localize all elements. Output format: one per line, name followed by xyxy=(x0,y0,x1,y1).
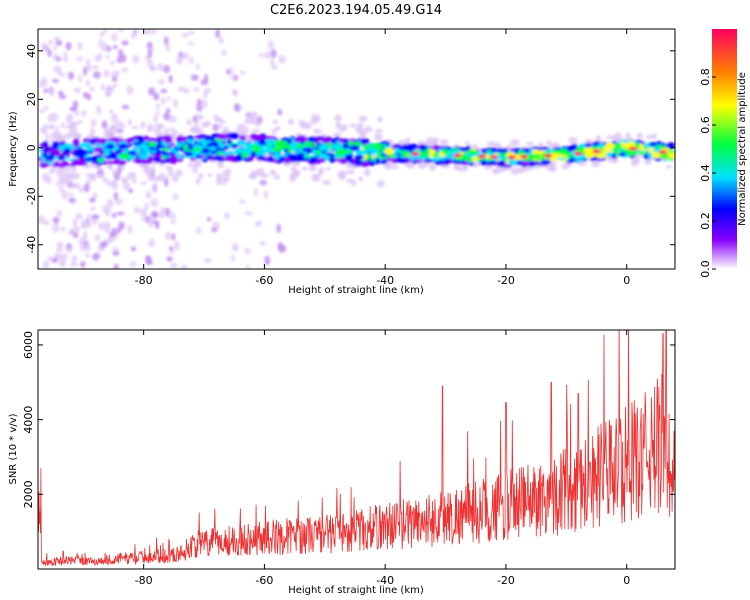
colorbar-label: Normalized spectral amplitude xyxy=(737,72,748,226)
snr-frame xyxy=(37,329,676,570)
snr-x-tick-label: -60 xyxy=(255,574,273,587)
colorbar-tick-label: 0.6 xyxy=(699,116,712,134)
spectrogram-y-tick-label: 0 xyxy=(25,144,38,151)
spectrogram-y-tick-label: 20 xyxy=(25,92,38,106)
snr-x-tick-label: -40 xyxy=(376,574,394,587)
colorbar-tick-label: 0.8 xyxy=(699,68,712,86)
snr-y-ticks: 2000 4000 6000 xyxy=(22,331,675,508)
spectrogram-x-tick-label: -60 xyxy=(255,274,273,287)
snr-y-tick-label: 6000 xyxy=(22,331,35,359)
snr-x-tick-label: -80 xyxy=(135,574,153,587)
figure-title: C2E6.2023.194.05.49.G14 xyxy=(270,3,442,18)
snr-x-tick-label: -20 xyxy=(497,574,515,587)
spectrogram-heatmap xyxy=(38,29,675,269)
heatmap-blobs xyxy=(38,29,675,269)
colorbar-gradient xyxy=(712,29,737,269)
colorbar-ticks: 0.0 0.2 0.4 0.6 0.8 xyxy=(699,68,716,278)
snr-y-tick-label: 2000 xyxy=(22,480,35,508)
spectrogram-x-tick-label: -80 xyxy=(135,274,153,287)
spectrogram-x-tick-label: 0 xyxy=(623,274,630,287)
spectrogram-x-tick-label: -20 xyxy=(497,274,515,287)
colorbar-tick-label: 0.0 xyxy=(699,260,712,278)
snr-panel: -80 -60 -40 -20 0 2000 4000 6000 Height of str… xyxy=(8,329,676,596)
spectrogram-frame xyxy=(37,28,676,270)
colorbar-tick-label: 0.2 xyxy=(699,212,712,230)
spectrogram-y-tick-label: -20 xyxy=(25,187,38,205)
colorbar-tick-label: 0.4 xyxy=(699,164,712,182)
spectrogram-y-tick-label: 40 xyxy=(25,44,38,58)
spectrogram-x-tick-label: -40 xyxy=(376,274,394,287)
snr-y-label: SNR (10 * v/v) xyxy=(8,413,19,484)
spectrogram-y-ticks: -40 -20 0 20 40 xyxy=(25,44,675,254)
spectrogram-panel: -80 -60 -40 -20 0 -40 -20 0 20 40 Height of stra… xyxy=(8,28,676,296)
spectrogram-x-ticks: -80 -60 -40 -20 0 xyxy=(135,29,630,287)
spectrogram-x-label: Height of straight line (km) xyxy=(288,285,424,296)
snr-x-label: Height of straight line (km) xyxy=(288,585,424,596)
spectrogram-y-tick-label: -40 xyxy=(25,236,38,254)
snr-x-ticks: -80 -60 -40 -20 0 xyxy=(135,330,630,587)
snr-x-tick-label: 0 xyxy=(623,574,630,587)
snr-series-line xyxy=(38,330,675,567)
snr-y-tick-label: 4000 xyxy=(22,406,35,434)
spectrogram-y-label: Frequency (Hz) xyxy=(8,111,19,187)
colorbar: 0.0 0.2 0.4 0.6 0.8 Normalized spectral ampl… xyxy=(699,29,748,278)
